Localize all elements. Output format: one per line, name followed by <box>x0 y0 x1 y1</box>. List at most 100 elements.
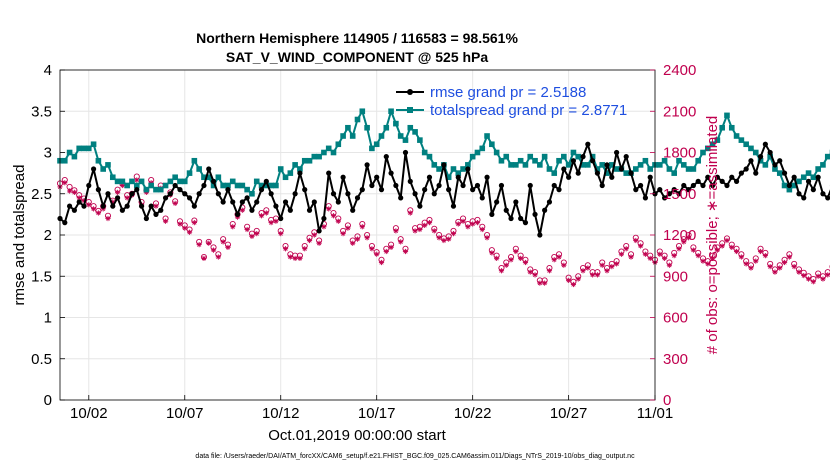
rmse-point <box>225 187 231 193</box>
y-left-tick-label: 3.5 <box>31 103 52 120</box>
obs-assimilated-point <box>407 210 413 216</box>
obs-assimilated-point <box>791 264 797 270</box>
y-right-tick-label: 0 <box>663 392 671 409</box>
legend: rmse grand pr = 2.5188 totalspread grand… <box>396 84 627 119</box>
legend-spread-label: totalspread grand pr = 2.8771 <box>430 102 627 119</box>
obs-assimilated-point <box>724 237 730 244</box>
obs-assimilated-point <box>729 244 735 250</box>
y-right-tick-label: 1200 <box>663 227 696 244</box>
obs-assimilated-point <box>302 246 308 252</box>
obs-assimilated-point <box>561 262 567 268</box>
totalspread-point <box>277 166 284 172</box>
rmse-point <box>81 203 87 209</box>
totalspread-point <box>484 133 490 139</box>
y-axis-right-ticks: 0 300 600 900 1200 1500 1800 2100 2400 <box>650 62 696 409</box>
obs-assimilated-point <box>503 262 509 268</box>
totalspread-point <box>311 153 318 160</box>
totalspread-point <box>570 149 577 156</box>
totalspread-point <box>196 166 202 172</box>
obs-assimilated-point <box>316 240 322 246</box>
obs-assimilated-point <box>513 248 519 255</box>
obs-assimilated-point <box>474 220 481 226</box>
obs-assimilated-point <box>642 251 649 257</box>
totalspread-point <box>661 157 668 164</box>
rmse-point <box>234 211 241 217</box>
rmse-point <box>724 182 730 189</box>
rmse-point <box>618 166 625 172</box>
totalspread-point <box>450 166 457 172</box>
totalspread-point <box>244 186 250 193</box>
totalspread-point <box>81 145 87 152</box>
rmse-point <box>196 191 202 197</box>
totalspread-point <box>397 133 404 139</box>
totalspread-point <box>114 178 121 185</box>
totalspread-point <box>680 162 687 168</box>
totalspread-point <box>297 166 303 172</box>
rmse-point <box>311 199 317 205</box>
totalspread-point <box>508 162 514 168</box>
rmse-point <box>76 199 82 205</box>
totalspread-point <box>345 124 351 131</box>
totalspread-point <box>762 162 769 168</box>
rmse-point <box>90 166 97 172</box>
x-tick-label: 10/02 <box>70 405 108 422</box>
obs-assimilated-point <box>345 225 351 231</box>
totalspread-point <box>402 137 409 143</box>
obs-assimilated-point <box>364 235 370 241</box>
totalspread-point <box>373 141 380 148</box>
legend-rmse-marker <box>407 89 413 95</box>
rmse-point <box>378 187 385 193</box>
obs-assimilated-point <box>321 224 327 230</box>
obs-assimilated-point <box>90 206 97 212</box>
totalspread-point <box>479 145 486 152</box>
totalspread-point <box>129 178 135 185</box>
y-left-tick-label: 1 <box>44 310 52 327</box>
obs-assimilated-point <box>714 247 720 253</box>
totalspread-point <box>105 162 111 168</box>
totalspread-point <box>575 153 582 160</box>
obs-assimilated-point <box>575 276 581 282</box>
totalspread-point <box>517 157 524 164</box>
y-left-tick-label: 4 <box>44 62 52 79</box>
obs-assimilated-point <box>825 272 830 278</box>
y-right-tick-label: 2100 <box>663 103 696 120</box>
obs-assimilated-point <box>62 180 68 186</box>
totalspread-point <box>709 141 716 148</box>
obs-assimilated-point <box>393 228 399 234</box>
totalspread-point <box>364 124 370 131</box>
totalspread-point <box>700 149 706 156</box>
obs-assimilated-point <box>767 264 773 270</box>
rmse-point <box>441 162 447 168</box>
rmse-point <box>210 178 217 184</box>
rmse-point <box>177 187 183 193</box>
rmse-point <box>258 187 265 193</box>
rmse-point <box>340 174 346 180</box>
totalspread-point <box>714 137 721 143</box>
rmse-point <box>805 178 812 184</box>
totalspread-point <box>378 133 385 139</box>
obs-assimilated-point <box>460 218 466 224</box>
totalspread-point <box>143 186 150 193</box>
obs-assimilated-point <box>354 236 361 242</box>
x-tick-label: 10/12 <box>262 405 300 422</box>
totalspread-point <box>100 166 106 172</box>
rmse-point <box>614 149 620 156</box>
obs-assimilated-point <box>570 281 577 288</box>
totalspread-point <box>109 174 116 181</box>
obs-assimilated-point <box>527 269 533 275</box>
rmse-point <box>743 166 749 172</box>
rmse-point <box>738 170 744 176</box>
rmse-point <box>666 191 672 197</box>
totalspread-point <box>412 129 418 135</box>
obs-assimilated-point <box>268 220 274 226</box>
rmse-point <box>158 207 164 213</box>
legend-spread-marker <box>407 107 413 113</box>
rmse-point <box>590 158 596 164</box>
obs-assimilated-point <box>282 246 289 252</box>
obs-assimilated-point <box>258 213 265 219</box>
rmse-point <box>105 191 111 197</box>
rmse-point <box>700 182 706 189</box>
rmse-point <box>546 199 553 205</box>
rmse-point <box>134 187 140 193</box>
totalspread-point <box>752 149 759 156</box>
